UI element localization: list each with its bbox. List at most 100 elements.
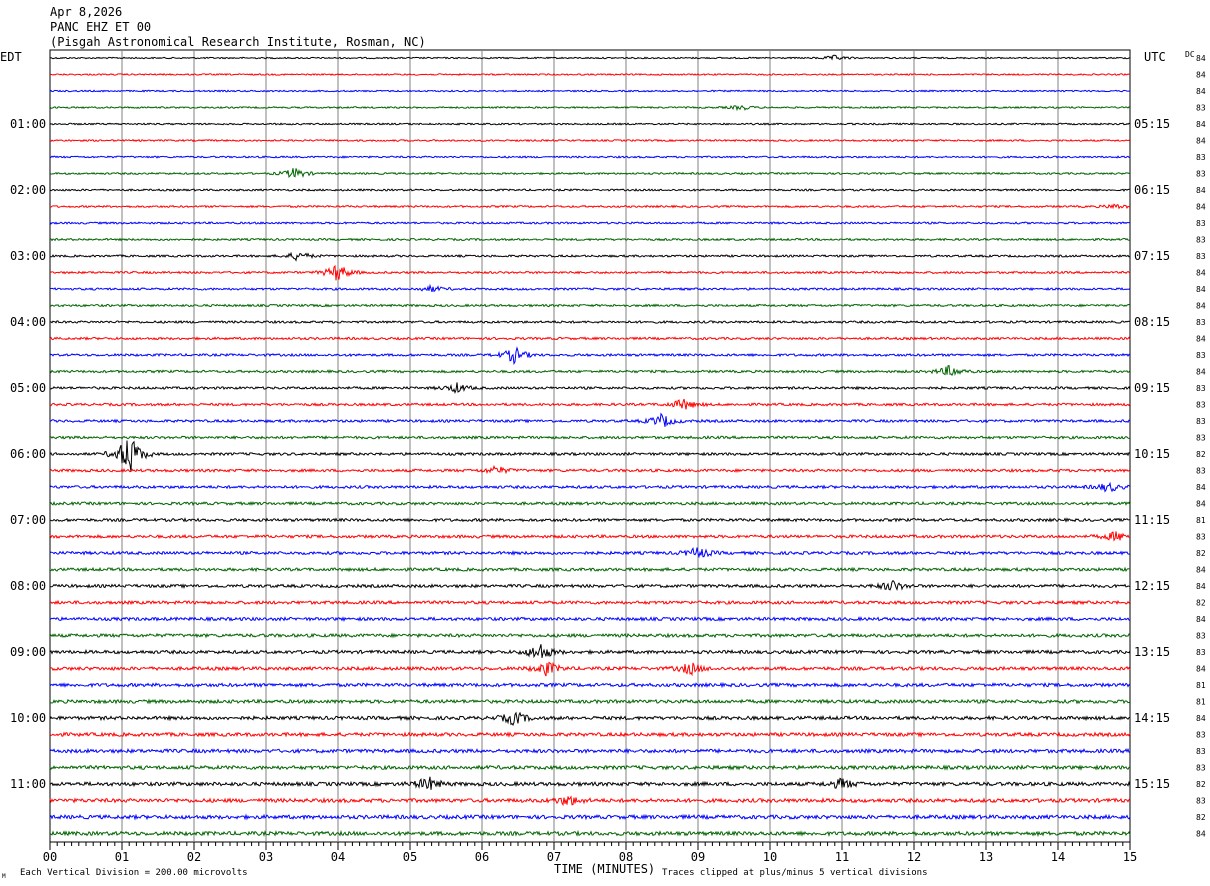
trace-30	[49, 547, 1131, 559]
edt-hour-label: 07:00	[10, 513, 46, 527]
x-tick-label: 09	[691, 850, 705, 864]
trace-25	[49, 464, 1131, 475]
dc-offset-header: DC	[1185, 50, 1195, 59]
dc-offset-label: 82	[1196, 450, 1206, 459]
dc-offset-labels: 84 84 84 83 84 84 83 83 84 84 83 83 83 84 84 84 83 84 83 84…	[1196, 54, 1206, 839]
x-tick-label: 06	[475, 850, 489, 864]
x-tick-label: 01	[115, 850, 129, 864]
dc-offset-label: 83	[1196, 797, 1206, 806]
x-tick-label: 03	[259, 850, 273, 864]
trace-36	[49, 644, 1131, 659]
trace-28	[49, 517, 1131, 523]
x-tick-label: 13	[979, 850, 993, 864]
dc-offset-label: 83	[1196, 104, 1206, 113]
dc-offset-label: 83	[1196, 731, 1206, 740]
edt-hour-label: 02:00	[10, 183, 46, 197]
trace-45	[49, 795, 1131, 807]
trace-7	[49, 168, 1131, 178]
x-tick-label: 11	[835, 850, 849, 864]
time-gridlines	[121, 50, 1059, 842]
trace-5	[49, 138, 1131, 143]
header-station: PANC EHZ ET 00	[50, 20, 151, 34]
x-tick-label: 05	[403, 850, 417, 864]
scale-note: Each Vertical Division = 200.00 microvol…	[20, 868, 248, 878]
trace-3	[49, 104, 1131, 112]
edt-hour-label: 04:00	[10, 315, 46, 329]
trace-38	[49, 681, 1131, 689]
edt-hour-label: 03:00	[10, 249, 46, 263]
right-timezone-label: UTC	[1144, 50, 1166, 64]
edt-hour-label: 06:00	[10, 447, 46, 461]
trace-32	[49, 579, 1131, 592]
trace-47	[49, 829, 1131, 838]
x-tick-label: 00	[43, 850, 57, 864]
dc-offset-label: 83	[1196, 318, 1206, 327]
dc-offset-label: 82	[1196, 549, 1206, 558]
dc-offset-label: 84	[1196, 582, 1206, 591]
dc-offset-label: 84	[1196, 203, 1206, 212]
dc-offset-label: 83	[1196, 747, 1206, 756]
plot-frame	[49, 49, 1131, 843]
header-location: (Pisgah Astronomical Research Institute,…	[50, 35, 426, 49]
x-tick-label: 14	[1051, 850, 1065, 864]
dc-offset-label: 84	[1196, 483, 1206, 492]
header-date: Apr 8,2026	[50, 5, 122, 19]
seismic-traces	[49, 54, 1131, 838]
trace-6	[49, 155, 1131, 159]
dc-offset-label: 83	[1196, 632, 1206, 641]
dc-offset-label: 84	[1196, 368, 1206, 377]
trace-43	[49, 764, 1131, 771]
dc-offset-label: 83	[1196, 384, 1206, 393]
utc-hour-label: 06:15	[1134, 183, 1170, 197]
edt-hour-label: 01:00	[10, 117, 46, 131]
dc-offset-label: 83	[1196, 252, 1206, 261]
trace-26	[49, 481, 1131, 493]
dc-offset-label: 83	[1196, 648, 1206, 657]
dc-offset-label: 84	[1196, 335, 1206, 344]
utc-hour-label: 09:15	[1134, 381, 1170, 395]
left-timezone-label: EDT	[0, 50, 22, 64]
utc-hour-label: 12:15	[1134, 579, 1170, 593]
trace-10	[49, 221, 1131, 225]
trace-16	[49, 319, 1131, 325]
x-tick-label: 02	[187, 850, 201, 864]
trace-41	[49, 731, 1131, 738]
trace-13	[49, 264, 1131, 281]
trace-46	[49, 813, 1131, 821]
trace-9	[49, 203, 1131, 210]
dc-offset-label: 84	[1196, 87, 1206, 96]
trace-22	[49, 412, 1131, 427]
dc-offset-label: 84	[1196, 269, 1206, 278]
dc-offset-label: 84	[1196, 71, 1206, 80]
trace-1	[49, 72, 1131, 76]
edt-hour-labels: 01:00 02:00 03:00 04:00 05:00 06:00 07:00 08:00…	[10, 117, 46, 791]
dc-offset-label: 84	[1196, 302, 1206, 311]
trace-17	[49, 336, 1131, 341]
dc-offset-label: 84	[1196, 714, 1206, 723]
x-tick-label: 10	[763, 850, 777, 864]
x-axis: 00 01 02 03 04 05 06 07 08 09 10 11 12 13 14 15	[43, 842, 1137, 864]
edt-hour-label: 05:00	[10, 381, 46, 395]
corner-mark: M	[2, 873, 6, 880]
x-tick-label: 08	[619, 850, 633, 864]
trace-23	[49, 435, 1131, 440]
dc-offset-label: 83	[1196, 417, 1206, 426]
utc-hour-label: 13:15	[1134, 645, 1170, 659]
x-tick-label: 04	[331, 850, 345, 864]
utc-hour-label: 15:15	[1134, 777, 1170, 791]
trace-39	[49, 698, 1131, 705]
dc-offset-label: 84	[1196, 285, 1206, 294]
x-tick-label: 07	[547, 850, 561, 864]
dc-offset-label: 81	[1196, 516, 1206, 525]
trace-37	[49, 661, 1131, 677]
x-tick-label: 15	[1123, 850, 1137, 864]
trace-19	[49, 365, 1131, 377]
trace-11	[49, 237, 1131, 242]
trace-42	[49, 747, 1131, 755]
trace-31	[49, 566, 1131, 573]
trace-40	[49, 711, 1131, 727]
trace-2	[49, 89, 1131, 93]
edt-hour-label: 11:00	[10, 777, 46, 791]
utc-hour-label: 10:15	[1134, 447, 1170, 461]
trace-21	[49, 398, 1131, 410]
